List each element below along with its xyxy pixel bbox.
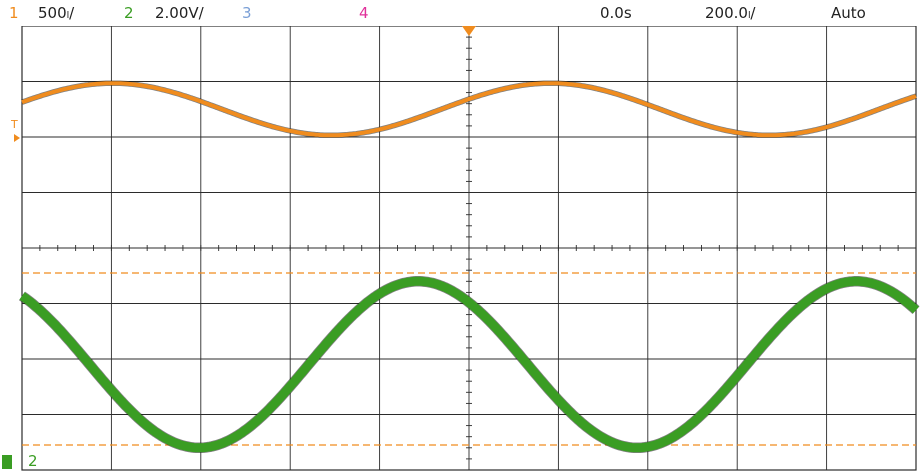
status-bar: 1 500ₗ/ 2 2.00V/ 3 4 0.0s 200.0ₗ/ Auto	[0, 0, 921, 26]
markers: T 2	[2, 26, 476, 470]
time-scale[interactable]: 200.0ₗ/	[705, 4, 756, 22]
ch3-number[interactable]: 3	[242, 4, 252, 22]
trigger-level-arrow[interactable]	[14, 134, 20, 142]
ch2-trace	[19, 276, 920, 453]
ch2-ground-label[interactable]: 2	[28, 452, 38, 470]
ch4-number[interactable]: 4	[359, 4, 369, 22]
graticule	[21, 25, 917, 471]
trigger-mode[interactable]: Auto	[831, 4, 866, 22]
time-delay[interactable]: 0.0s	[600, 4, 632, 22]
trigger-level-label[interactable]: T	[10, 118, 18, 131]
ch1-trace	[21, 81, 917, 138]
trigger-position-marker[interactable]	[462, 26, 476, 36]
ch2-scale[interactable]: 2.00V/	[155, 4, 204, 22]
ch1-scale[interactable]: 500ₗ/	[38, 4, 75, 22]
ch2-ground-marker[interactable]	[2, 455, 12, 469]
ch1-number[interactable]: 1	[9, 4, 19, 22]
ch2-number[interactable]: 2	[124, 4, 134, 22]
traces	[18, 80, 920, 454]
